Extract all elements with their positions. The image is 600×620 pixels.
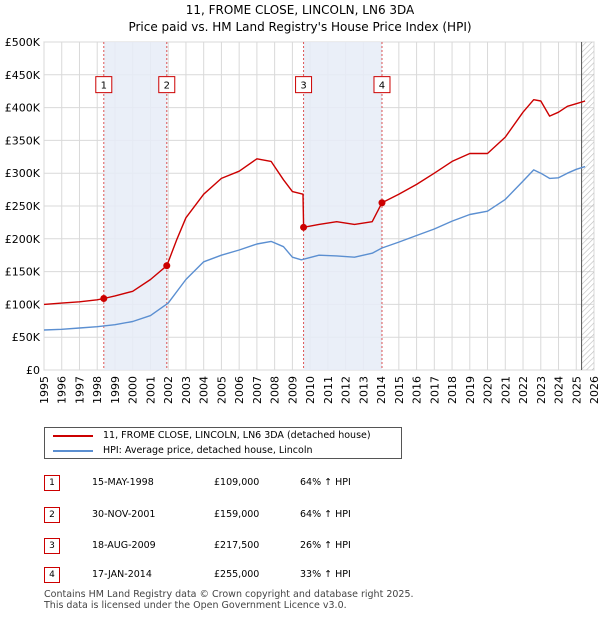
x-tick-label: 2015 [393,376,406,404]
sale-number-badge: 3 [44,538,60,554]
sale-marker-label: 2 [164,81,170,92]
sale-row: 2 30-NOV-2001 £159,000 64% ↑ HPI [44,507,444,523]
y-tick-label: £50K [12,331,41,344]
x-tick-label: 1995 [38,376,51,404]
x-tick-label: 2004 [198,376,211,404]
x-tick-label: 1998 [91,376,104,404]
footer-copyright: Contains HM Land Registry data © Crown c… [44,589,414,600]
x-tick-label: 2012 [340,376,353,404]
footer: Contains HM Land Registry data © Crown c… [44,589,414,611]
sale-point [163,262,171,270]
legend-swatch-hpi [53,449,93,452]
x-tick-label: 1996 [56,376,69,404]
sale-point [100,294,108,302]
chart-subtitle: Price paid vs. HM Land Registry's House … [128,20,471,34]
x-tick-label: 2011 [322,376,335,404]
sale-date: 30-NOV-2001 [92,509,156,520]
x-tick-label: 2018 [446,376,459,404]
series-line [43,165,586,331]
legend-label-property: 11, FROME CLOSE, LINCOLN, LN6 3DA (detac… [103,430,371,441]
x-tick-label: 2000 [127,376,140,404]
sale-marker-box [95,76,113,94]
x-tick-label: 2001 [144,376,157,404]
x-tick-label: 2005 [215,376,228,404]
legend-item-hpi: HPI: Average price, detached house, Linc… [53,444,313,458]
sale-number-badge: 2 [44,507,60,523]
x-tick-label: 2016 [411,376,424,404]
forecast-hatch [581,42,594,370]
y-tick-label: £500K [5,36,41,49]
legend-swatch-property [53,434,93,437]
x-tick-label: 2020 [482,376,495,404]
sale-number-badge: 4 [44,567,60,583]
x-tick-label: 2021 [499,376,512,404]
y-tick-label: £250K [5,200,41,213]
x-tick-label: 2008 [269,376,282,404]
x-tick-label: 2026 [588,376,600,404]
x-tick-label: 2014 [375,376,388,404]
sale-hpi-change: 33% ↑ HPI [300,569,351,580]
x-tick-label: 2010 [304,376,317,404]
sale-marker-box [295,76,313,94]
x-tick-label: 2024 [553,376,566,404]
ownership-shade [303,42,382,370]
y-tick-label: £0 [26,364,40,377]
x-tick-label: 2022 [517,376,530,404]
x-tick-label: 2023 [535,376,548,404]
y-tick-label: £150K [5,266,41,279]
legend-item-property: 11, FROME CLOSE, LINCOLN, LN6 3DA (detac… [53,429,371,443]
x-tick-label: 2002 [162,376,175,404]
x-tick-label: 2007 [251,376,264,404]
sale-marker-label: 4 [379,81,385,92]
legend: 11, FROME CLOSE, LINCOLN, LN6 3DA (detac… [44,427,402,459]
sale-price: £159,000 [214,509,260,520]
x-tick-label: 2019 [464,376,477,404]
sale-price: £217,500 [214,540,260,551]
y-tick-label: £300K [5,167,41,180]
sale-point [378,199,386,207]
sale-hpi-change: 26% ↑ HPI [300,540,351,551]
sale-marker-box [158,76,176,94]
y-tick-label: £350K [5,134,41,147]
x-tick-label: 1997 [73,376,86,404]
x-tick-label: 2017 [428,376,441,404]
sale-price: £109,000 [214,477,260,488]
y-tick-label: £100K [5,298,41,311]
y-tick-label: £400K [5,102,41,115]
sale-marker-label: 1 [101,81,107,92]
sale-row: 3 18-AUG-2009 £217,500 26% ↑ HPI [44,538,444,554]
sale-marker-box [373,76,391,94]
sale-row: 1 15-MAY-1998 £109,000 64% ↑ HPI [44,475,444,491]
series-line [43,99,586,306]
sale-row: 4 17-JAN-2014 £255,000 33% ↑ HPI [44,567,444,583]
legend-label-hpi: HPI: Average price, detached house, Linc… [103,445,313,456]
ownership-shade [103,42,167,370]
sale-hpi-change: 64% ↑ HPI [300,509,351,520]
sale-date: 17-JAN-2014 [92,569,152,580]
sale-hpi-change: 64% ↑ HPI [300,477,351,488]
sale-price: £255,000 [214,569,260,580]
x-tick-label: 2003 [180,376,193,404]
y-tick-label: £450K [5,69,41,82]
sale-marker-label: 3 [300,81,306,92]
footer-licence: This data is licensed under the Open Gov… [44,600,347,611]
x-tick-label: 2013 [357,376,370,404]
y-tick-label: £200K [5,233,41,246]
sale-number-badge: 1 [44,475,60,491]
x-tick-label: 2009 [286,376,299,404]
x-tick-label: 2025 [570,376,583,404]
sale-date: 15-MAY-1998 [92,477,154,488]
sale-point [300,223,308,231]
sale-date: 18-AUG-2009 [92,540,156,551]
chart-title: 11, FROME CLOSE, LINCOLN, LN6 3DA [186,3,415,17]
price-chart: 11, FROME CLOSE, LINCOLN, LN6 3DA Price … [5,3,600,404]
x-tick-label: 2006 [233,376,246,404]
x-tick-label: 1999 [109,376,122,404]
